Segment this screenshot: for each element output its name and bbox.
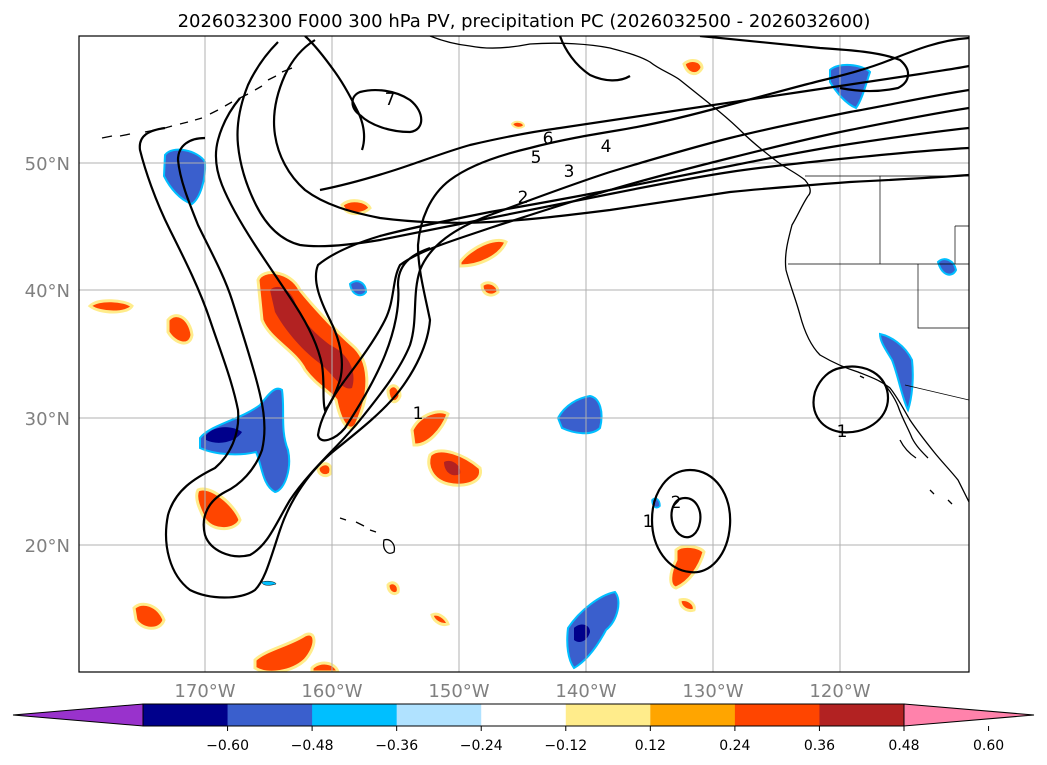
lat-label: 50°N (25, 154, 70, 175)
colorbar-tick-label: 0.12 (635, 738, 666, 754)
contour-label-1: 1 (643, 512, 654, 532)
precip-negative-patch (199, 387, 291, 494)
colorbar-segment (396, 704, 482, 726)
colorbar-extend-low (12, 703, 144, 727)
lat-label: 20°N (25, 536, 70, 557)
colorbar-tick-label: −0.48 (291, 738, 334, 754)
na-west-coast (784, 195, 969, 503)
pv-contour-8 (319, 64, 969, 192)
precip-negative-patch (556, 394, 603, 435)
precip-positive-patch (386, 384, 402, 404)
precip-positive-core (270, 286, 354, 389)
lat-label: 30°N (25, 409, 70, 430)
precip-positive-patch (480, 281, 500, 297)
contour-label-7: 7 (385, 90, 396, 110)
pv-contour-2 (176, 88, 969, 558)
contour-label-2: 2 (518, 188, 529, 208)
precip-negative-patch (348, 280, 368, 297)
precip-negative-core (206, 427, 242, 443)
colorbar-segment (143, 704, 229, 726)
precip-negative-patch (936, 258, 958, 276)
precip-positive-patch (510, 120, 526, 129)
pv-contour-7 (304, 36, 423, 151)
precip-positive-patch (678, 598, 696, 612)
colorbar-segment (650, 704, 736, 726)
colorbar-tick-label: 0.36 (804, 738, 835, 754)
colorbar: −0.60 −0.48 −0.36 −0.24 −0.12 0.12 0.24 0.36 0.4… (12, 703, 1035, 754)
map-title: 2026032300 F000 300 hPa PV, precipitatio… (178, 11, 871, 32)
pv-contour-1 (138, 36, 969, 599)
pv-contour-6 (272, 39, 969, 224)
colorbar-extend-high (903, 703, 1035, 727)
colorbar-segment (734, 704, 820, 726)
precip-positive-patch (166, 314, 194, 345)
pv-closed-contour-east (812, 365, 890, 434)
colorbar-segment (312, 704, 398, 726)
precip-positive-patch (87, 299, 134, 314)
pv-closed-contour-outer (650, 468, 732, 574)
colorbar-tick-label: −0.60 (206, 738, 249, 754)
precip-positive-patch (195, 487, 242, 531)
lat-labels: 50°N 40°N 30°N 20°N (25, 154, 70, 557)
contour-label-1: 1 (413, 404, 424, 424)
colorbar-segment (819, 704, 905, 726)
precip-positive-patch (132, 602, 166, 630)
lon-label: 170°W (174, 681, 235, 702)
lon-label: 130°W (682, 681, 743, 702)
contour-label-4: 4 (601, 137, 612, 157)
pv-contour-3 (316, 106, 969, 442)
contour-label-3: 3 (564, 162, 575, 182)
colorbar-tick-label: −0.12 (544, 738, 587, 754)
lon-labels: 170°W 160°W 150°W 140°W 130°W 120°W (174, 681, 870, 702)
baja-peninsula (879, 377, 929, 459)
colorbar-segment (227, 704, 313, 726)
colorbar-tick-label: 0.24 (719, 738, 750, 754)
pv-contours (138, 36, 969, 599)
map-frame (78, 35, 970, 673)
precip-positive-patch (310, 661, 340, 672)
colorbar-tick-label: −0.24 (460, 738, 503, 754)
pv-contour-10 (699, 36, 910, 93)
precip-negative-patch (878, 332, 914, 413)
lon-label: 150°W (428, 681, 489, 702)
pv-closed-contour-inner (670, 496, 702, 539)
precip-negative-patch (261, 580, 277, 586)
map-panel: 1 1 1 2 2 3 4 5 6 7 (79, 36, 969, 672)
contour-label-1: 1 (837, 422, 848, 442)
contour-label-6: 6 (543, 129, 554, 149)
contour-label-5: 5 (531, 148, 542, 168)
lon-label: 160°W (301, 681, 362, 702)
pv-contour-9 (558, 36, 631, 82)
precip-positive-patch (430, 612, 450, 626)
us-state-borders (788, 176, 969, 401)
hawaii-islands (339, 517, 396, 554)
small-island (859, 375, 953, 505)
precip-positive-patch (316, 462, 333, 478)
precip-positive-patch (669, 544, 706, 590)
precip-positive-core (444, 460, 461, 476)
precip-positive-patch (682, 59, 704, 75)
colorbar-tick-label: 0.48 (888, 738, 919, 754)
lon-label: 140°W (555, 681, 616, 702)
pv-contour-5 (236, 41, 969, 248)
precip-positive-patch (458, 239, 508, 268)
colorbar-outline (142, 703, 905, 727)
precip-positive-patch (386, 581, 400, 596)
colorbar-segment (565, 704, 651, 726)
precip-negative-patch (566, 590, 620, 670)
contour-labels: 1 1 1 2 2 3 4 5 6 7 (385, 90, 848, 532)
colorbar-tick-label: −0.36 (375, 738, 418, 754)
colorbar-segment (481, 704, 567, 726)
colorbar-tick-label: 0.60 (973, 738, 1004, 754)
lon-label: 120°W (809, 681, 870, 702)
lat-label: 40°N (25, 281, 70, 302)
contour-label-2: 2 (671, 493, 682, 513)
precip-positive-patch (253, 632, 316, 672)
pv-contour-4 (214, 97, 969, 413)
